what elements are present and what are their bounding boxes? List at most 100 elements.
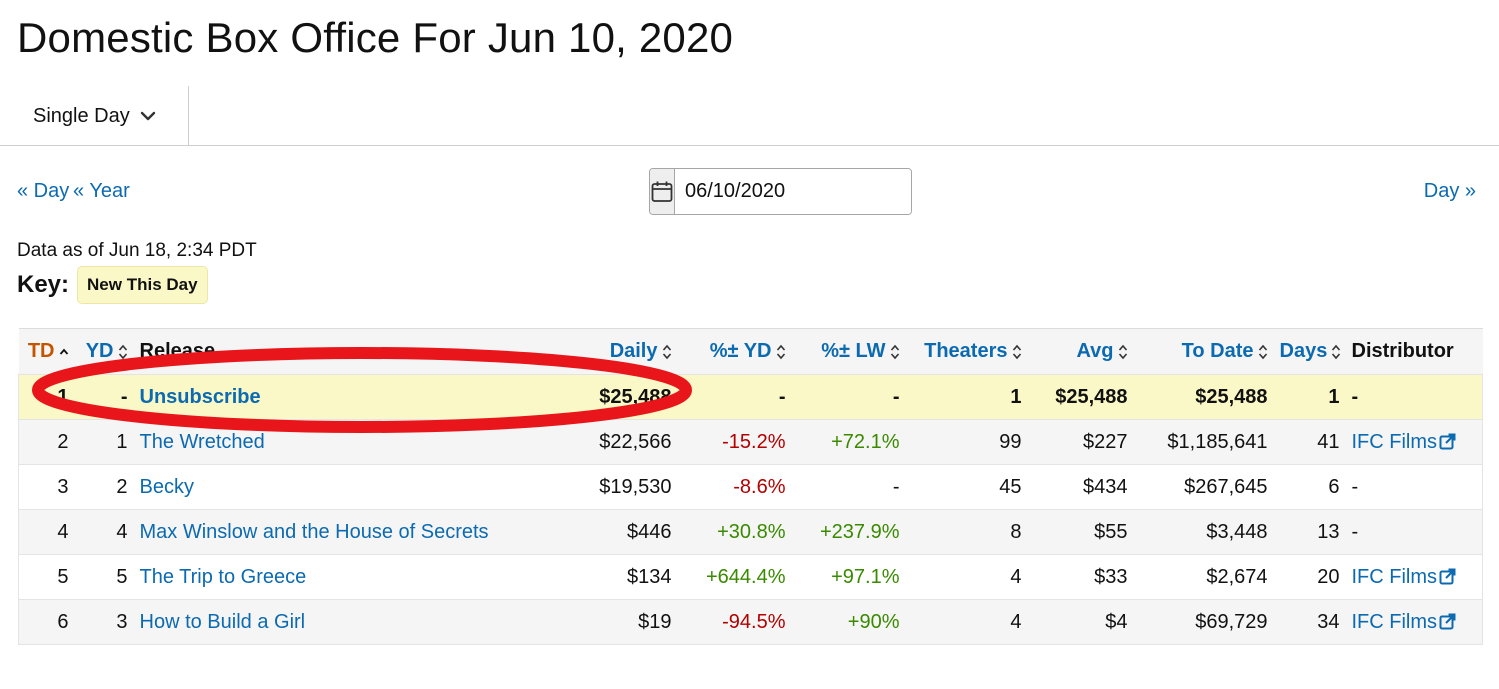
- release-link[interactable]: The Trip to Greece: [139, 565, 307, 588]
- header-pct-lw[interactable]: %± LW: [792, 329, 906, 375]
- new-this-day-badge: New This Day: [77, 266, 208, 304]
- sort-icon: [1118, 344, 1127, 359]
- cell-distributor: -: [1345, 464, 1483, 510]
- table-row: 4 4 Max Winslow and the House of Secrets…: [18, 509, 1483, 555]
- box-office-table-wrap: TD YD Release Daily %± YD %± LW Theaters…: [18, 328, 1483, 645]
- cell-yd: -: [74, 374, 134, 420]
- view-dropdown[interactable]: Single Day: [0, 86, 189, 146]
- release-link[interactable]: Unsubscribe: [139, 385, 261, 408]
- table-header-row: TD YD Release Daily %± YD %± LW Theaters…: [18, 328, 1483, 375]
- release-link[interactable]: Becky: [139, 475, 194, 498]
- cell-pct-yd: +644.4%: [677, 554, 792, 600]
- cell-pct-lw: -: [791, 374, 906, 420]
- view-dropdown-label: Single Day: [33, 104, 130, 127]
- cell-daily: $134: [557, 554, 678, 600]
- table-row: 2 1 The Wretched $22,566 -15.2% +72.1% 9…: [18, 419, 1483, 465]
- cell-days: 41: [1273, 419, 1346, 465]
- header-to-date[interactable]: To Date: [1134, 329, 1274, 375]
- table-row: 3 2 Becky $19,530 -8.6% - 45 $434 $267,6…: [18, 464, 1483, 510]
- cell-to-date: $2,674: [1133, 554, 1274, 600]
- cell-avg: $33: [1027, 554, 1134, 600]
- table-row: 6 3 How to Build a Girl $19 -94.5% +90% …: [18, 599, 1483, 645]
- cell-td: 4: [18, 509, 75, 555]
- cell-theaters: 4: [905, 554, 1028, 600]
- cell-td: 1: [18, 374, 75, 420]
- cell-avg: $25,488: [1027, 374, 1134, 420]
- cell-yd: 1: [74, 419, 134, 465]
- header-yd[interactable]: YD: [75, 329, 134, 375]
- release-link[interactable]: Max Winslow and the House of Secrets: [139, 520, 489, 543]
- distributor-link[interactable]: IFC Films: [1352, 431, 1457, 453]
- distributor-link[interactable]: IFC Films: [1352, 566, 1457, 588]
- header-release: Release: [139, 340, 216, 362]
- cell-avg: $434: [1027, 464, 1134, 510]
- key-label: Key:: [17, 271, 70, 298]
- release-link[interactable]: How to Build a Girl: [139, 610, 306, 633]
- cell-daily: $22,566: [557, 419, 678, 465]
- data-as-of-text: Data as of Jun 18, 2:34 PDT: [17, 240, 257, 261]
- prev-day-link[interactable]: « Day: [17, 180, 70, 202]
- cell-pct-lw: +72.1%: [791, 419, 906, 465]
- cell-yd: 4: [74, 509, 134, 555]
- date-input[interactable]: [675, 169, 911, 214]
- key-legend: Key: New This Day: [17, 266, 208, 304]
- cell-pct-yd: -94.5%: [677, 599, 792, 645]
- table-row: 5 5 The Trip to Greece $134 +644.4% +97.…: [18, 554, 1483, 600]
- external-link-icon: [1439, 433, 1456, 449]
- cell-theaters: 99: [905, 419, 1028, 465]
- header-td[interactable]: TD: [19, 329, 75, 375]
- header-distributor: Distributor: [1351, 340, 1454, 362]
- cell-td: 5: [18, 554, 75, 600]
- cell-days: 6: [1273, 464, 1346, 510]
- sort-icon: [118, 344, 127, 359]
- cell-daily: $19,530: [557, 464, 678, 510]
- cell-daily: $446: [557, 509, 678, 555]
- sort-icon: [1332, 344, 1341, 359]
- cell-pct-lw: +97.1%: [791, 554, 906, 600]
- header-avg[interactable]: Avg: [1028, 329, 1134, 375]
- cell-yd: 2: [74, 464, 134, 510]
- sort-icon: [890, 344, 899, 359]
- distributor-link[interactable]: IFC Films: [1352, 611, 1457, 633]
- sort-icon: [1012, 344, 1021, 359]
- cell-theaters: 1: [905, 374, 1028, 420]
- cell-pct-lw: +237.9%: [791, 509, 906, 555]
- cell-pct-lw: -: [791, 464, 906, 510]
- cell-theaters: 45: [905, 464, 1028, 510]
- cell-avg: $4: [1027, 599, 1134, 645]
- next-day-link[interactable]: Day »: [1423, 180, 1476, 202]
- cell-td: 6: [18, 599, 75, 645]
- prev-year-link[interactable]: « Year: [73, 180, 130, 202]
- header-pct-yd[interactable]: %± YD: [678, 329, 792, 375]
- external-link-icon: [1439, 613, 1456, 629]
- header-daily[interactable]: Daily: [558, 329, 678, 375]
- box-office-table: TD YD Release Daily %± YD %± LW Theaters…: [18, 328, 1483, 645]
- cell-theaters: 4: [905, 599, 1028, 645]
- cell-distributor: -: [1345, 374, 1483, 420]
- cell-to-date: $3,448: [1133, 509, 1274, 555]
- cell-pct-yd: -: [677, 374, 792, 420]
- release-link[interactable]: The Wretched: [139, 430, 265, 453]
- cell-td: 3: [18, 464, 75, 510]
- calendar-button[interactable]: [650, 169, 675, 214]
- cell-td: 2: [18, 419, 75, 465]
- header-theaters[interactable]: Theaters: [906, 329, 1028, 375]
- sort-asc-icon: [59, 348, 68, 355]
- cell-theaters: 8: [905, 509, 1028, 555]
- sort-icon: [776, 344, 785, 359]
- cell-pct-yd: +30.8%: [677, 509, 792, 555]
- cell-pct-yd: -15.2%: [677, 419, 792, 465]
- cell-to-date: $1,185,641: [1133, 419, 1274, 465]
- cell-distributor: -: [1345, 509, 1483, 555]
- cell-days: 1: [1273, 374, 1346, 420]
- cell-days: 34: [1273, 599, 1346, 645]
- cell-to-date: $25,488: [1133, 374, 1274, 420]
- cell-to-date: $69,729: [1133, 599, 1274, 645]
- cell-pct-yd: -8.6%: [677, 464, 792, 510]
- cell-avg: $55: [1027, 509, 1134, 555]
- cell-avg: $227: [1027, 419, 1134, 465]
- header-days[interactable]: Days: [1274, 329, 1346, 375]
- cell-daily: $25,488: [557, 374, 678, 420]
- cell-pct-lw: +90%: [791, 599, 906, 645]
- toolbar: Single Day: [0, 86, 1499, 146]
